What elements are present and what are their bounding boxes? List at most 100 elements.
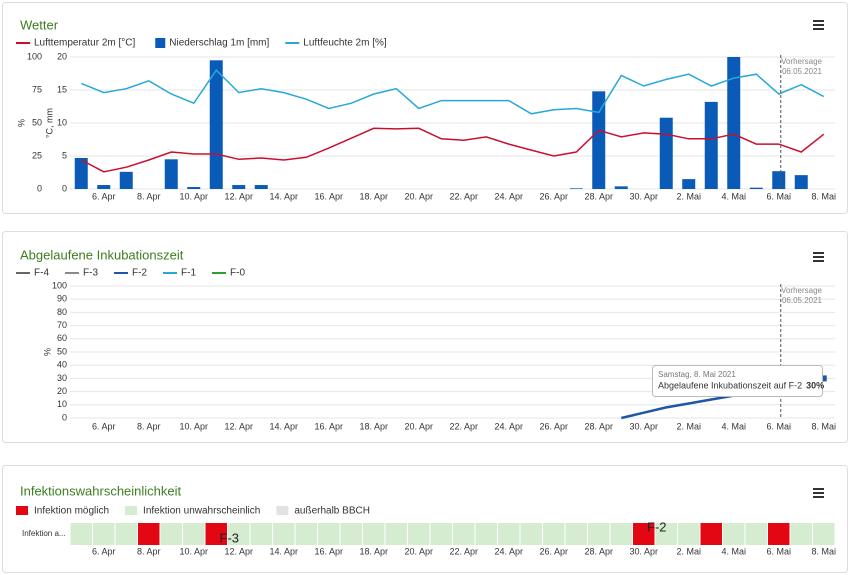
menu-button[interactable]	[813, 252, 824, 262]
x-tick-label: 2. Mai	[676, 546, 701, 556]
x-tick-label: 26. Apr	[539, 546, 568, 556]
x-tick-label: 18. Apr	[359, 421, 388, 431]
bar	[254, 185, 268, 189]
x-tick-label: 12. Apr	[224, 421, 253, 431]
legend-label: F-2	[132, 268, 147, 279]
status-cell	[295, 523, 317, 545]
x-tick-label: 22. Apr	[449, 191, 478, 201]
x-tick-label: 30. Apr	[629, 421, 658, 431]
bar	[659, 117, 673, 189]
panel	[2, 231, 848, 443]
status-cell	[565, 523, 587, 545]
y-tick-label: 0	[37, 183, 42, 193]
tooltip	[652, 365, 823, 397]
status-cell	[408, 523, 430, 545]
bar	[772, 171, 786, 189]
legend-label: F-1	[181, 268, 196, 279]
menu-button[interactable]	[813, 20, 824, 30]
chart-title: Wetter	[20, 17, 59, 32]
x-tick-label: 18. Apr	[359, 546, 388, 556]
x-tick-label: 26. Apr	[539, 421, 568, 431]
x-tick-label: 10. Apr	[179, 421, 208, 431]
y-tick-label: 40	[57, 360, 67, 370]
status-cell	[228, 523, 250, 545]
x-tick-label: 4. Mai	[721, 421, 746, 431]
x-tick-label: 14. Apr	[269, 421, 298, 431]
legend-swatch	[16, 506, 28, 515]
y-tick-label: 90	[57, 294, 67, 304]
tooltip-date: Samstag, 8. Mai 2021	[658, 370, 736, 379]
x-tick-label: 30. Apr	[629, 546, 658, 556]
status-cell	[790, 523, 812, 545]
legend-label: F-4	[34, 268, 49, 279]
x-tick-label: 28. Apr	[584, 421, 613, 431]
status-cell	[430, 523, 452, 545]
legend-label: Infektion unwahrscheinlich	[143, 506, 260, 517]
x-tick-label: 8. Mai	[811, 546, 836, 556]
status-cell	[768, 523, 790, 545]
y-tick-label: 15	[57, 84, 67, 94]
status-cell	[520, 523, 542, 545]
y-axis-title: %	[42, 348, 52, 356]
bar	[232, 185, 246, 189]
bar	[119, 171, 133, 189]
y-axis-title: °C, mm	[44, 108, 54, 138]
bar	[74, 157, 88, 189]
status-cell	[318, 523, 340, 545]
x-tick-label: 22. Apr	[449, 546, 478, 556]
x-tick-label: 16. Apr	[314, 191, 343, 201]
status-cell	[363, 523, 385, 545]
x-tick-label: 26. Apr	[539, 191, 568, 201]
status-cell	[250, 523, 272, 545]
status-cell	[588, 523, 610, 545]
status-cell	[610, 523, 632, 545]
status-cell	[655, 523, 677, 545]
y-tick-label: 100	[27, 51, 42, 61]
x-tick-label: 8. Mai	[811, 191, 836, 201]
status-cell	[70, 523, 92, 545]
status-cell	[93, 523, 115, 545]
x-tick-label: 20. Apr	[404, 191, 433, 201]
y-tick-label: 20	[57, 51, 67, 61]
status-cell	[453, 523, 475, 545]
x-tick-label: 4. Mai	[721, 546, 746, 556]
legend-label: F-0	[230, 268, 245, 279]
y-tick-label: 20	[57, 386, 67, 396]
y-tick-label: 80	[57, 307, 67, 317]
x-tick-label: 12. Apr	[224, 191, 253, 201]
x-tick-label: 8. Apr	[137, 191, 161, 201]
bar	[569, 188, 583, 189]
legend-swatch	[155, 38, 166, 48]
status-cell	[475, 523, 497, 545]
bar	[187, 187, 201, 189]
x-tick-label: 28. Apr	[584, 546, 613, 556]
x-tick-label: 24. Apr	[494, 421, 523, 431]
x-tick-label: 24. Apr	[494, 546, 523, 556]
x-tick-label: 24. Apr	[494, 191, 523, 201]
status-cell	[205, 523, 227, 545]
x-tick-label: 16. Apr	[314, 546, 343, 556]
y-tick-label: 75	[32, 84, 42, 94]
x-tick-label: 16. Apr	[314, 421, 343, 431]
legend-label: F-3	[83, 268, 98, 279]
x-tick-label: 30. Apr	[629, 191, 658, 201]
annotation: F-3	[220, 530, 240, 545]
y-tick-label: 70	[57, 320, 67, 330]
bar	[97, 185, 111, 189]
panel	[2, 465, 848, 573]
status-cell	[723, 523, 745, 545]
forecast-label: Vorhersage	[781, 57, 822, 66]
status-cell	[183, 523, 205, 545]
x-tick-label: 2. Mai	[676, 421, 701, 431]
x-tick-label: 6. Apr	[92, 546, 116, 556]
y-tick-label: 25	[32, 150, 42, 160]
bar	[164, 159, 178, 189]
status-cell	[340, 523, 362, 545]
menu-button[interactable]	[813, 488, 824, 498]
status-cell	[138, 523, 160, 545]
x-tick-label: 2. Mai	[676, 191, 701, 201]
x-tick-label: 12. Apr	[224, 546, 253, 556]
bar	[727, 57, 741, 189]
bar	[794, 175, 808, 189]
